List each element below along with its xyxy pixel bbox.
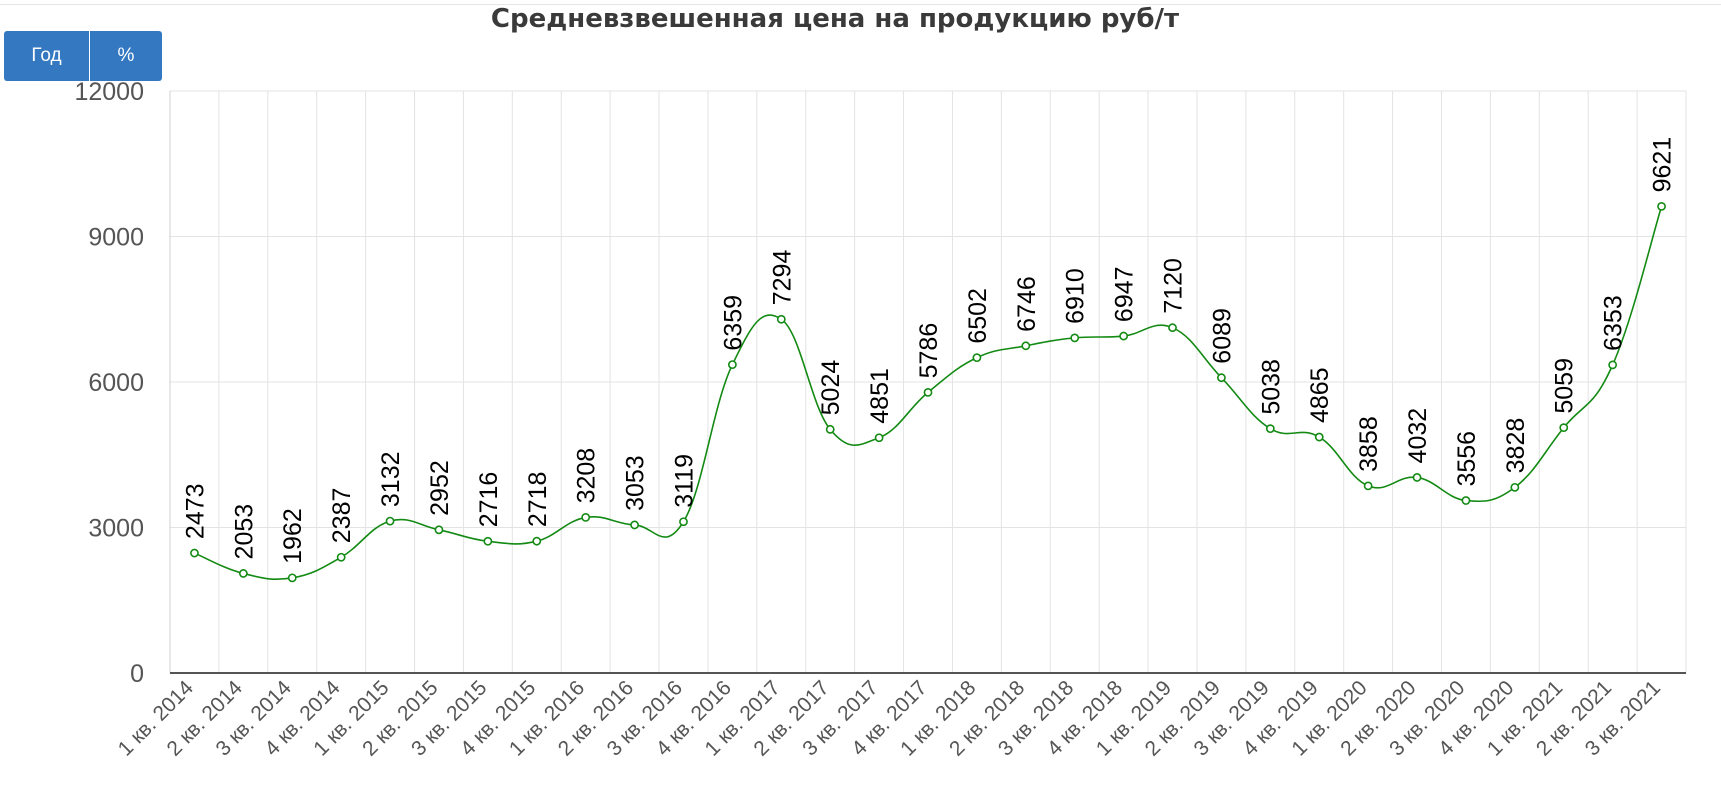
data-point: [1461, 496, 1471, 505]
data-label: 6947: [1111, 266, 1139, 322]
percent-button[interactable]: %: [90, 31, 162, 81]
data-label: 1962: [279, 508, 307, 564]
y-tick-label: 9000: [88, 224, 144, 252]
data-point: [532, 536, 542, 546]
data-label: 4032: [1404, 408, 1432, 464]
data-point: [1265, 424, 1275, 434]
data-point: [874, 433, 884, 443]
series-price: [190, 201, 1666, 583]
grid-lines: [169, 90, 1687, 673]
data-point: [287, 573, 297, 583]
view-toggle-group: Год %: [4, 31, 162, 81]
data-point: [1608, 360, 1618, 370]
data-point: [336, 552, 346, 562]
data-point: [1412, 473, 1422, 482]
data-point: [1119, 331, 1129, 341]
data-label: 3053: [622, 455, 650, 511]
data-point: [1363, 481, 1373, 491]
top-divider: [0, 4, 1721, 5]
y-axis-ticks: 0 3000 6000 9000 12000: [74, 78, 144, 688]
data-label: 4865: [1306, 367, 1334, 423]
data-point: [1657, 201, 1666, 211]
data-point: [238, 569, 248, 578]
data-label: 2387: [328, 488, 356, 544]
data-point: [1168, 323, 1177, 333]
axes: [169, 91, 1686, 674]
data-label: 6910: [1062, 268, 1090, 324]
data-point: [727, 360, 737, 369]
data-point: [825, 424, 835, 434]
data-labels: 2473 2053 1962 2387 3132 2952 2716 2718 3208 3053…: [181, 137, 1676, 564]
data-point: [679, 517, 688, 527]
data-label: 5059: [1551, 358, 1579, 414]
data-label: 3828: [1502, 418, 1530, 474]
y-tick-label: 6000: [88, 369, 144, 397]
data-label: 4851: [866, 368, 894, 424]
data-label: 5786: [915, 323, 943, 379]
data-point: [630, 520, 639, 530]
data-point: [1559, 423, 1569, 433]
data-label: 6502: [964, 288, 992, 344]
data-point: [434, 525, 444, 535]
data-point: [190, 548, 199, 558]
data-label: 3132: [377, 451, 405, 507]
data-label: 2053: [230, 504, 258, 560]
data-label: 3556: [1453, 431, 1481, 487]
series-line: [194, 206, 1663, 581]
data-label: 6089: [1208, 308, 1236, 364]
data-point: [385, 516, 395, 526]
data-label: 6353: [1600, 295, 1628, 351]
data-label: 3858: [1355, 416, 1383, 472]
data-point: [1021, 341, 1031, 351]
data-point: [1314, 432, 1324, 442]
data-point: [923, 387, 933, 397]
y-tick-label: 0: [130, 660, 144, 688]
data-label: 6359: [719, 295, 747, 351]
data-label: 3208: [573, 448, 601, 504]
y-tick-label: 12000: [74, 78, 144, 106]
y-tick-label: 3000: [88, 515, 144, 543]
data-point: [581, 513, 591, 522]
data-label: 5038: [1257, 359, 1285, 415]
data-point: [1217, 373, 1226, 383]
data-point: [972, 353, 982, 363]
data-label: 3119: [670, 454, 698, 508]
data-label: 2716: [475, 472, 503, 528]
data-point: [483, 536, 493, 546]
data-label: 9621: [1649, 137, 1677, 193]
data-label: 5024: [817, 360, 845, 416]
data-point: [1070, 333, 1080, 343]
data-point: [1510, 482, 1520, 492]
data-label: 6746: [1013, 276, 1041, 332]
year-button[interactable]: Год: [4, 31, 90, 81]
chart-title: Средневзвешенная цена на продукцию руб/т: [490, 4, 1180, 34]
data-label: 7120: [1160, 258, 1188, 314]
data-label: 2952: [426, 460, 454, 516]
data-label: 2473: [181, 483, 209, 539]
data-label: 7294: [768, 250, 796, 306]
data-label: 2718: [524, 472, 552, 528]
data-point: [776, 314, 786, 324]
